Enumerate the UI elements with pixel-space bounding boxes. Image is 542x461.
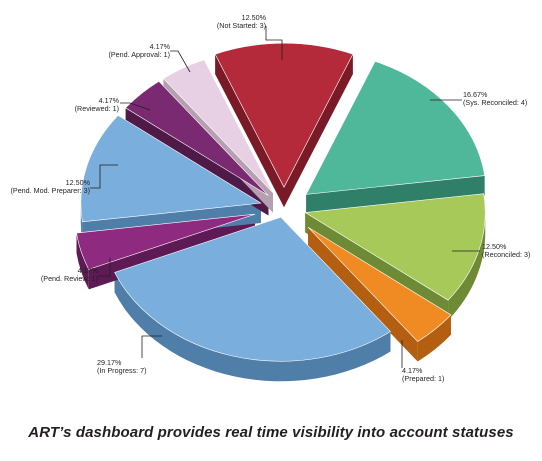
pie-chart: 12.50%(Not Started: 3)16.67%(Sys. Reconc…	[11, 13, 531, 383]
slice-labels: 12.50%(Not Started: 3)16.67%(Sys. Reconc…	[11, 13, 531, 383]
slice-percent-label: 4.17%	[78, 266, 99, 275]
slice-name-label: (Pend. Approval: 1)	[108, 50, 170, 59]
pie-slice-tops	[76, 42, 486, 362]
pie-slice	[307, 226, 452, 342]
slice-name-label: (Pend. Review: 1)	[41, 274, 98, 283]
pie-slice	[214, 42, 354, 188]
pie-slice-wall	[215, 54, 284, 208]
pie-slice-side	[448, 212, 486, 321]
slice-name-label: (Reviewed: 1)	[75, 104, 119, 113]
pie-slice-wall	[284, 54, 353, 208]
pie-slice-wall	[306, 175, 485, 215]
slice-percent-label: 12.50%	[242, 13, 267, 22]
label-leader	[98, 258, 111, 277]
slice-percent-label: 12.50%	[482, 242, 507, 251]
pie-slice	[80, 115, 262, 223]
pie-slice-wall	[308, 227, 418, 362]
pie-slice	[304, 193, 486, 301]
pie-slice	[125, 80, 269, 196]
slice-percent-label: 4.17%	[402, 366, 423, 375]
slice-name-label: (In Progress: 7)	[97, 366, 147, 375]
pie-slice	[76, 213, 256, 270]
label-leader	[170, 50, 191, 73]
label-leader	[141, 335, 162, 358]
pie-slice	[114, 216, 391, 362]
label-leader	[90, 164, 118, 189]
slice-percent-label: 16.67%	[463, 90, 488, 99]
slice-percent-label: 29.17%	[97, 358, 122, 367]
slice-name-label: (Pend. Mod. Preparer: 3)	[11, 186, 91, 195]
slice-percent-label: 12.50%	[66, 178, 91, 187]
slice-name-label: (Prepared: 1)	[402, 374, 444, 383]
slice-name-label: (Reconciled: 3)	[482, 250, 530, 259]
chart-caption: ART’s dashboard provides real time visib…	[28, 424, 514, 441]
pie-slice-side	[114, 272, 391, 382]
slice-name-label: (Sys. Reconciled: 4)	[463, 98, 527, 107]
pie-slice	[305, 60, 486, 195]
pie-slice	[162, 59, 274, 193]
label-leaders	[90, 26, 480, 368]
slice-percent-label: 4.17%	[150, 42, 171, 51]
slice-percent-label: 4.17%	[99, 96, 120, 105]
slice-name-label: (Not Started: 3)	[217, 21, 266, 30]
label-leader	[265, 26, 283, 60]
label-leader	[120, 102, 151, 111]
